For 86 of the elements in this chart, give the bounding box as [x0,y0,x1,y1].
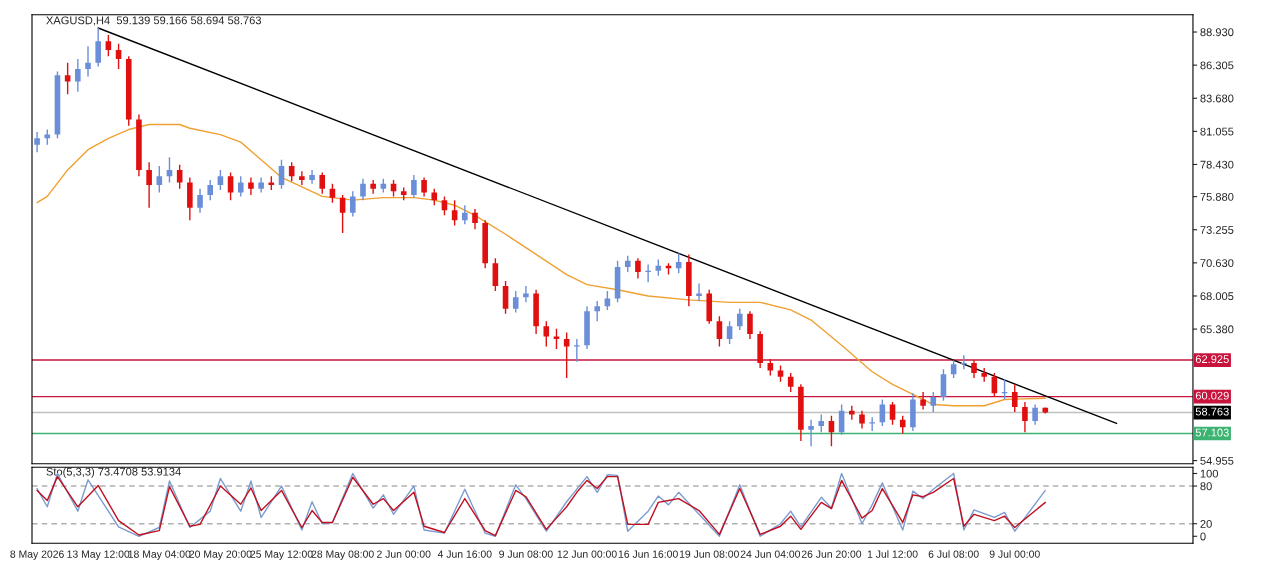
x-tick-label: 9 Jun 08:00 [499,550,553,558]
candlestick [502,280,509,315]
y-tick-label: 81.055 [1200,127,1234,136]
candlestick [553,328,560,350]
candlestick [207,179,214,201]
candlestick [462,204,468,225]
candlestick [421,176,427,198]
candlestick [594,300,600,322]
x-tick-label: 24 Jun 04:00 [740,550,801,558]
candlestick [105,34,112,58]
candlestick [808,418,814,447]
candlestick [329,183,336,204]
ref-line-label: 62.925 [1195,355,1229,364]
x-tick-label: 18 May 04:00 [128,550,191,560]
chart-title: XAGUSD,H4 59.139 59.166 58.694 58.763 [46,16,262,26]
candlestick [258,176,264,194]
candlestick [217,169,224,191]
candlestick [360,178,366,201]
candlestick [115,43,122,70]
y-tick-label: 75.880 [1200,192,1234,201]
x-tick-label: 26 Jun 20:00 [801,550,862,558]
candlestick [85,45,91,78]
candlestick [309,169,315,185]
x-tick-label: 19 Jun 08:00 [679,550,739,558]
candlestick [75,58,81,93]
y-tick-label: 20 [1200,519,1212,528]
candlestick [146,161,152,209]
candlestick [635,257,641,280]
y-tick-label: 78.430 [1200,160,1234,169]
candlestick [411,174,417,199]
candlestick [1011,383,1018,413]
candlestick [176,164,183,190]
candlestick [95,27,101,68]
candlestick [299,170,305,186]
candlestick [747,310,753,340]
y-tick-label: 83.680 [1200,94,1234,103]
candlestick [543,320,550,348]
x-tick-label: 6 Jul 08:00 [928,550,979,558]
candlestick [370,179,376,195]
candlestick [64,61,71,95]
x-tick-label: 25 May 12:00 [250,550,313,560]
y-tick-label: 88.930 [1200,28,1234,37]
candlestick [726,320,733,345]
candlestick [512,290,519,314]
ref-line-label: 60.029 [1195,391,1229,400]
candlestick [248,176,254,196]
candlestick [940,368,947,402]
candlestick [930,391,937,413]
candlestick [736,307,743,331]
candlestick [319,171,326,195]
candlestick [349,190,356,218]
x-tick-label: 1 Jul 12:00 [867,550,918,558]
y-tick-label: 68.005 [1200,292,1234,301]
candlestick [197,188,203,214]
candlestick [156,165,163,194]
y-tick-label: 0 [1200,532,1206,541]
x-tick-label: 16 Jun 16:00 [618,550,678,558]
y-tick-label: 80 [1200,482,1212,491]
x-tick-label: 2 Jun 00:00 [377,550,431,558]
y-tick-label: 70.630 [1200,259,1234,267]
x-tick-label: 4 Jun 16:00 [437,550,492,558]
x-tick-label: 13 May 12:00 [67,550,130,560]
candlestick [1022,401,1028,433]
x-tick-label: 28 May 08:00 [311,550,374,560]
x-tick-label: 12 Jun 00:00 [557,550,617,558]
candlestick [237,175,244,198]
chart-title: Sto(5,3,3) 73.4708 53.9134 [46,467,181,478]
candlestick [716,315,723,348]
x-tick-label: 20 May 20:00 [189,550,252,560]
y-tick-label: 73.255 [1200,226,1234,234]
candlestick [981,367,987,383]
candlestick [227,171,234,201]
ref-line-label: 57.103 [1195,428,1229,437]
x-tick-label: 9 Jul 00:00 [989,550,1040,558]
ref-line-label: 58.763 [1195,407,1229,416]
y-tick-label: 65.380 [1200,325,1234,334]
y-tick-label: 86.305 [1200,61,1234,70]
y-tick-label: 100 [1200,469,1219,478]
candlestick [492,257,499,292]
candlestick [1032,403,1038,426]
candlestick [278,159,285,190]
line-series [36,123,1046,407]
candlestick [472,208,478,230]
y-tick-label: 54.955 [1200,456,1234,465]
candlestick [34,131,40,153]
x-tick-label: 8 May 2026 [10,550,64,560]
